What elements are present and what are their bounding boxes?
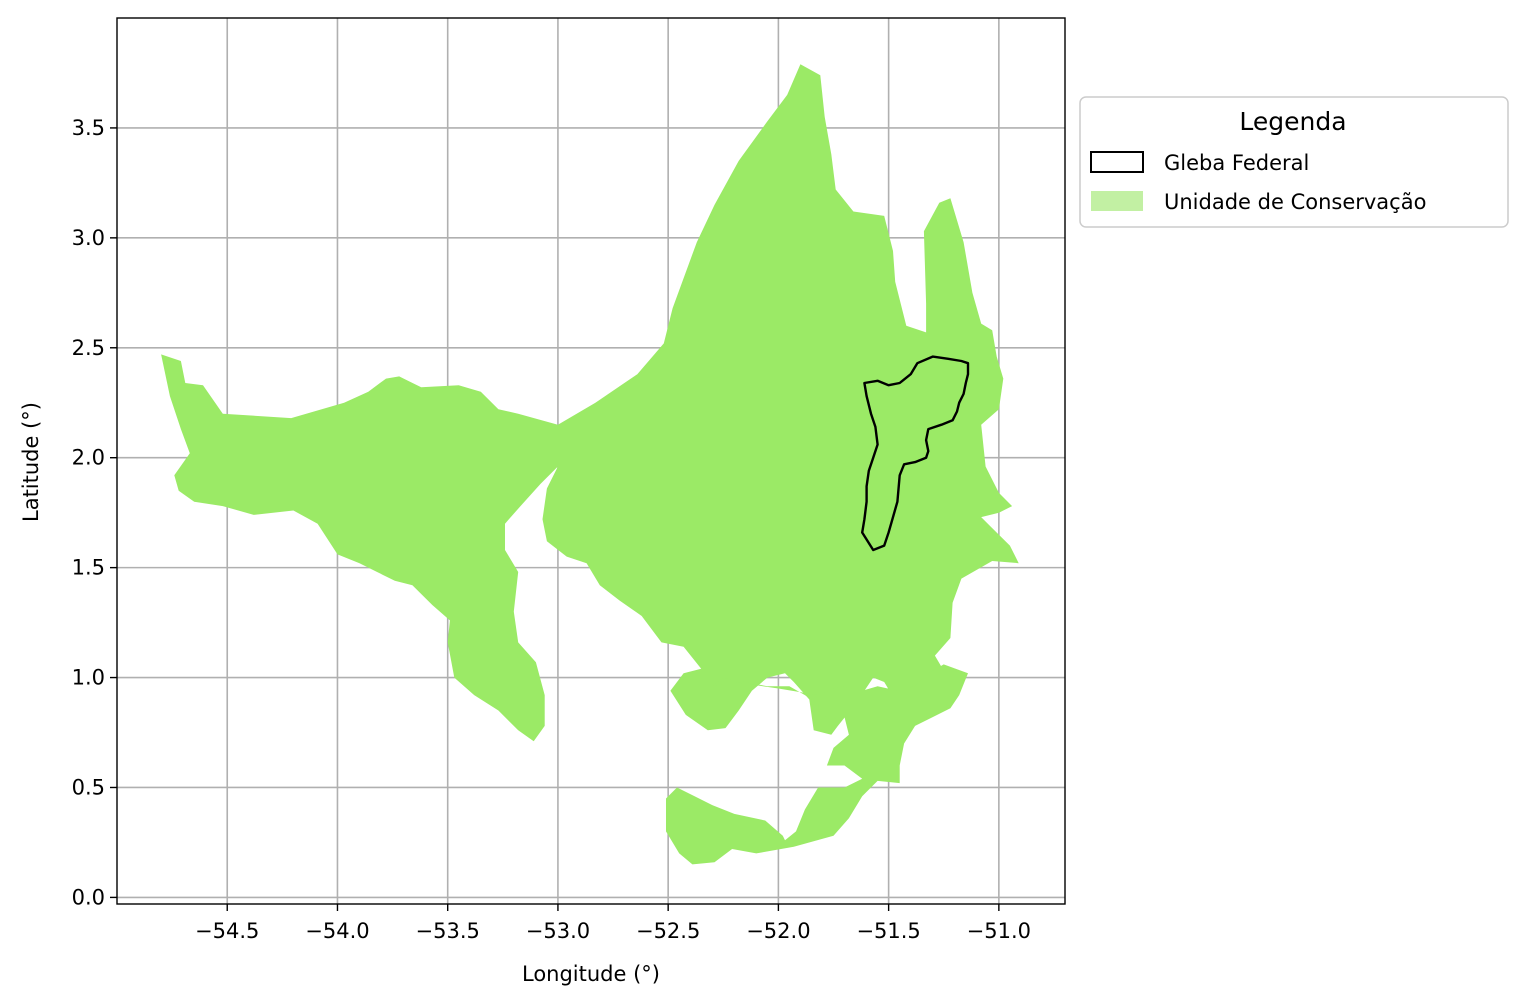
x-tick-label: −53.5 [416, 919, 480, 943]
x-tick-label: −51.5 [856, 919, 920, 943]
legend-label-gleba: Gleba Federal [1164, 151, 1309, 175]
y-tick-label: 3.0 [72, 226, 105, 250]
legend-swatch-gleba [1090, 151, 1144, 173]
y-tick-label: 0.5 [72, 775, 105, 799]
x-tick-label: −52.0 [746, 919, 810, 943]
conservation-unit-layer [161, 64, 1019, 865]
x-tick-label: −54.0 [305, 919, 369, 943]
x-tick-label: −52.5 [636, 919, 700, 943]
gleba-federal-layer [861, 355, 970, 552]
y-axis-label: Latitude (°) [19, 402, 43, 522]
legend-swatch-conservation [1091, 191, 1143, 211]
y-axis-ticks: 0.0 0.5 1.0 1.5 2.0 2.5 3.0 3.5 [72, 116, 117, 909]
x-axis-label: Longitude (°) [522, 962, 660, 986]
x-axis-ticks: −54.5 −54.0 −53.5 −53.0 −52.5 −52.0 −51.5 −51.0 [195, 904, 1031, 943]
x-tick-label: −51.0 [967, 919, 1031, 943]
y-tick-label: 2.5 [72, 336, 105, 360]
legend-label-conservation: Unidade de Conservação [1164, 190, 1426, 214]
conservation-unit-polygon [666, 664, 968, 865]
y-tick-label: 0.0 [72, 885, 105, 909]
y-tick-label: 3.5 [72, 116, 105, 140]
legend-title: Legenda [1239, 107, 1346, 136]
legend: Legenda Gleba Federal Unidade de Conserv… [1079, 96, 1509, 228]
plot-area [116, 17, 1066, 905]
x-tick-label: −54.5 [195, 919, 259, 943]
legend-box [1079, 96, 1509, 228]
y-tick-label: 1.0 [72, 666, 105, 690]
gleba-federal-polygon [861, 355, 970, 552]
x-tick-label: −53.0 [526, 919, 590, 943]
plot-frame [116, 17, 1066, 905]
y-tick-label: 2.0 [72, 446, 105, 470]
conservation-unit-polygon [161, 64, 1019, 742]
y-tick-label: 1.5 [72, 556, 105, 580]
